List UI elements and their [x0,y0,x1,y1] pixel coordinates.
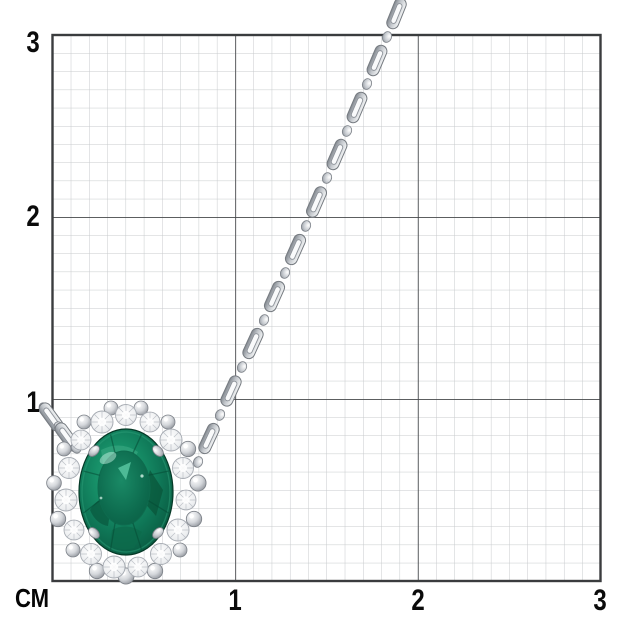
x-axis-tick-1cm: 1 [228,584,242,617]
x-axis-tick-2cm: 2 [411,584,425,617]
x-axis-tick-3cm: 3 [593,584,607,617]
measurement-grid [51,33,602,583]
unit-label-cm: СМ [15,583,50,613]
pendant [46,400,207,585]
y-axis-tick-2cm: 2 [26,200,40,233]
y-axis-tick-3cm: 3 [26,26,40,59]
y-axis-tick-1cm: 1 [26,386,40,419]
emerald-gemstone [78,428,174,556]
